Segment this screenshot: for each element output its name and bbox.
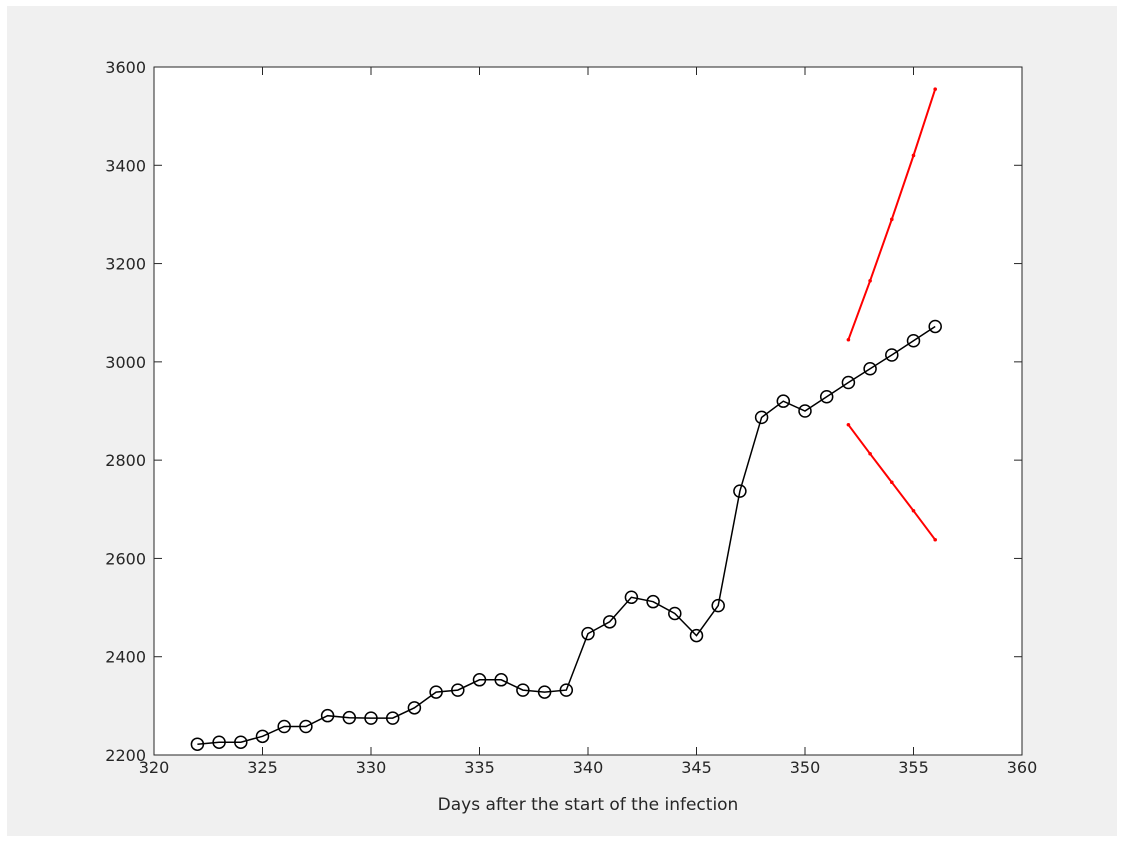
y-tick-label: 2800 bbox=[105, 451, 146, 470]
x-tick-label: 350 bbox=[790, 758, 821, 777]
data-point bbox=[516, 683, 530, 697]
data-point bbox=[646, 594, 660, 609]
data-point bbox=[212, 735, 226, 749]
data-point bbox=[494, 673, 508, 687]
data-point bbox=[868, 451, 872, 456]
tick-layer: 320 325 330 335 340 345 350 355 360 2200 2400 2600 2… bbox=[105, 58, 1037, 777]
axes-box bbox=[153, 66, 1023, 756]
data-point bbox=[890, 217, 894, 222]
data-point bbox=[190, 737, 205, 751]
data-point bbox=[559, 683, 574, 697]
data-point bbox=[846, 337, 851, 342]
data-point bbox=[689, 628, 704, 643]
data-point bbox=[933, 537, 937, 542]
data-point bbox=[863, 361, 877, 376]
y-tick-label: 3200 bbox=[105, 255, 146, 274]
data-point bbox=[299, 719, 313, 734]
series-1 bbox=[846, 87, 937, 342]
data-point bbox=[385, 711, 400, 725]
data-point bbox=[602, 615, 617, 629]
x-tick-label: 360 bbox=[1007, 758, 1038, 777]
data-point bbox=[624, 590, 639, 605]
line-chart: 320 325 330 335 340 345 350 355 360 2200 2400 2600 2… bbox=[105, 58, 1037, 815]
data-point bbox=[906, 333, 921, 348]
series-layer bbox=[190, 87, 942, 751]
data-point bbox=[234, 735, 248, 749]
series-2 bbox=[846, 422, 937, 542]
data-point bbox=[451, 683, 465, 697]
y-tick-label: 2200 bbox=[105, 746, 146, 765]
series-0 bbox=[190, 319, 942, 751]
y-tick-label: 3000 bbox=[105, 353, 146, 372]
data-point bbox=[890, 480, 894, 485]
data-point bbox=[320, 708, 335, 723]
y-tick-label: 3400 bbox=[105, 156, 146, 175]
x-tick-label: 320 bbox=[139, 758, 170, 777]
data-point bbox=[841, 375, 856, 390]
data-point bbox=[733, 484, 747, 498]
data-point bbox=[581, 626, 595, 641]
y-tick-label: 2400 bbox=[105, 648, 146, 667]
data-point bbox=[933, 87, 937, 91]
data-point bbox=[668, 606, 682, 621]
data-point bbox=[429, 685, 443, 699]
plot-area bbox=[154, 67, 1022, 755]
data-point bbox=[711, 598, 725, 613]
x-tick-label: 355 bbox=[898, 758, 929, 777]
series-line bbox=[197, 325, 936, 745]
y-tick-label: 3600 bbox=[105, 58, 146, 77]
data-point bbox=[537, 685, 552, 699]
x-tick-label: 335 bbox=[464, 758, 495, 777]
data-point bbox=[885, 348, 899, 362]
data-point bbox=[798, 404, 812, 418]
data-point bbox=[342, 710, 357, 725]
x-tick-label: 330 bbox=[356, 758, 387, 777]
y-tick-label: 2600 bbox=[105, 549, 146, 568]
data-point bbox=[911, 508, 916, 513]
data-point bbox=[819, 389, 834, 404]
data-point bbox=[754, 410, 769, 425]
data-point bbox=[868, 278, 872, 283]
data-point bbox=[472, 673, 487, 687]
data-point bbox=[407, 701, 422, 715]
data-point bbox=[911, 153, 916, 158]
figure-window: 320 325 330 335 340 345 350 355 360 2200 2400 2600 2… bbox=[7, 6, 1117, 836]
data-point bbox=[277, 719, 291, 734]
data-point bbox=[776, 394, 791, 408]
data-point bbox=[928, 319, 942, 334]
data-point bbox=[255, 729, 270, 744]
data-point bbox=[364, 711, 378, 725]
x-tick-label: 325 bbox=[247, 758, 278, 777]
x-axis-label: Days after the start of the infection bbox=[438, 795, 739, 815]
x-tick-label: 345 bbox=[681, 758, 712, 777]
x-tick-label: 340 bbox=[573, 758, 604, 777]
data-point bbox=[846, 422, 851, 427]
